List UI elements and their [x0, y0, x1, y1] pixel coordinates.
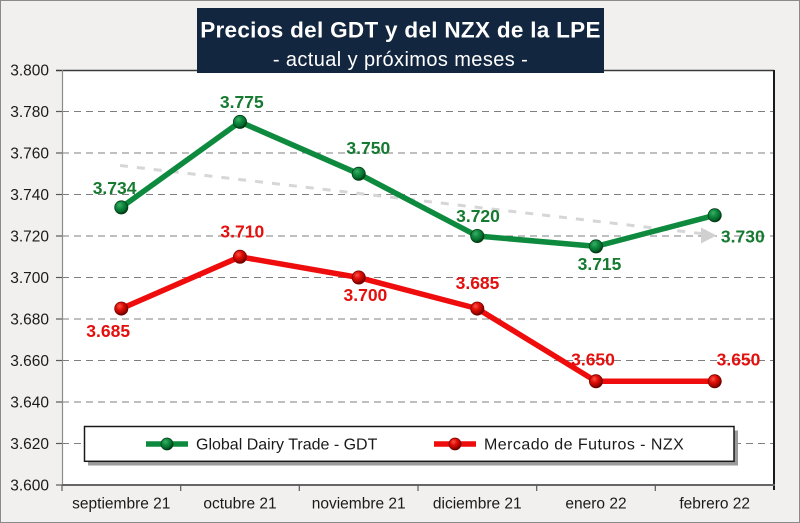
svg-text:- actual y próximos meses -: - actual y próximos meses -	[273, 49, 528, 71]
svg-text:diciembre 21: diciembre 21	[433, 496, 522, 513]
svg-text:3.650: 3.650	[571, 350, 615, 370]
svg-text:3.680: 3.680	[10, 312, 49, 329]
svg-text:3.660: 3.660	[10, 353, 49, 370]
svg-text:3.720: 3.720	[456, 206, 500, 226]
svg-text:octubre 21: octubre 21	[203, 496, 276, 513]
svg-text:3.700: 3.700	[10, 270, 49, 287]
svg-text:Precios del GDT y del NZX de l: Precios del GDT y del NZX de la LPE	[200, 18, 601, 43]
svg-text:3.600: 3.600	[10, 478, 49, 495]
svg-text:3.620: 3.620	[10, 436, 49, 453]
svg-text:febrero 22: febrero 22	[679, 496, 750, 513]
svg-text:3.760: 3.760	[10, 146, 49, 163]
svg-text:3.800: 3.800	[10, 63, 49, 80]
svg-text:Mercado de Futuros - NZX: Mercado de Futuros - NZX	[484, 437, 684, 454]
svg-text:3.710: 3.710	[220, 222, 264, 242]
svg-text:3.750: 3.750	[346, 138, 390, 158]
svg-text:enero 22: enero 22	[565, 496, 626, 513]
svg-text:3.730: 3.730	[721, 227, 765, 247]
svg-text:3.650: 3.650	[717, 350, 761, 370]
svg-text:septiembre 21: septiembre 21	[72, 496, 170, 513]
svg-text:3.740: 3.740	[10, 187, 49, 204]
svg-text:3.780: 3.780	[10, 104, 49, 121]
svg-text:3.700: 3.700	[344, 285, 388, 305]
svg-text:3.685: 3.685	[456, 273, 500, 293]
svg-text:3.775: 3.775	[220, 92, 264, 112]
svg-text:Global Dairy Trade - GDT: Global Dairy Trade - GDT	[196, 437, 378, 454]
svg-text:3.734: 3.734	[93, 178, 137, 198]
svg-text:3.685: 3.685	[86, 321, 130, 341]
svg-text:noviembre 21: noviembre 21	[312, 496, 406, 513]
svg-text:3.640: 3.640	[10, 395, 49, 412]
svg-text:3.720: 3.720	[10, 229, 49, 246]
svg-text:3.715: 3.715	[578, 254, 622, 274]
